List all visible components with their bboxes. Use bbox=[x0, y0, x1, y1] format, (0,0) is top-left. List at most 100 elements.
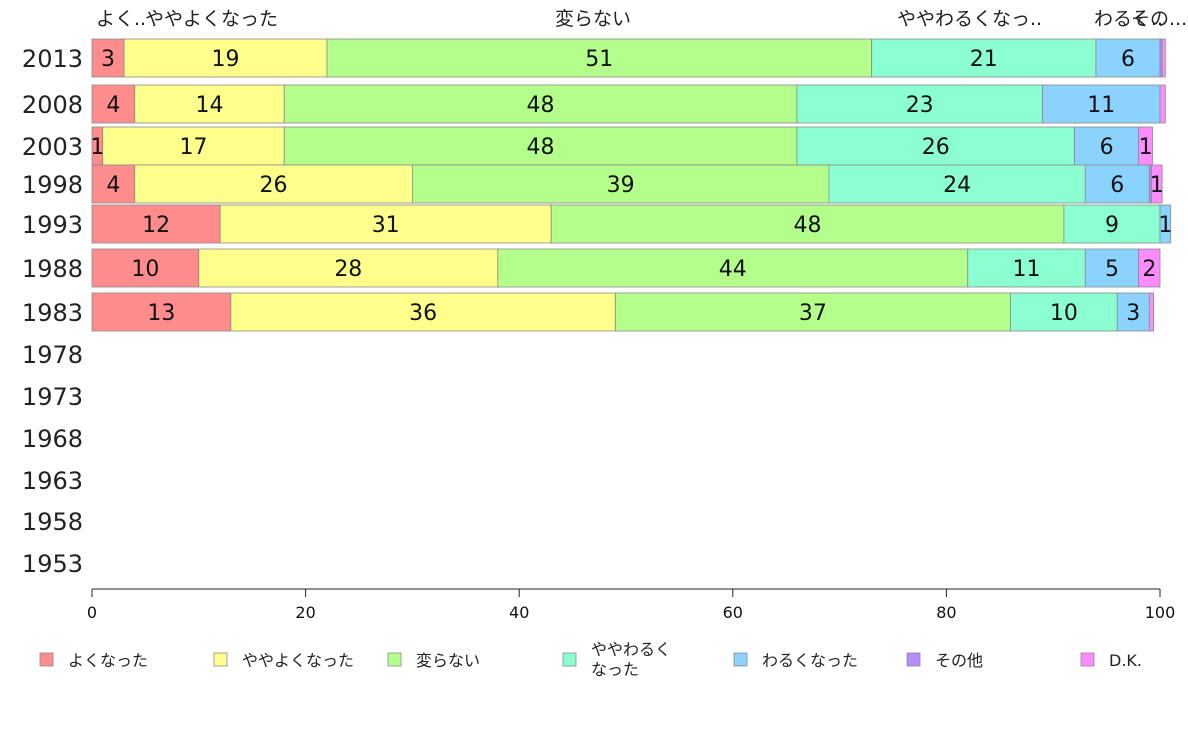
legend-label-6: D.K. bbox=[1109, 651, 1142, 670]
year-label-2008: 2008 bbox=[22, 91, 83, 119]
bar-segment-1993-s3 bbox=[1063, 204, 1161, 244]
legend-label-3: ややわるくなった bbox=[591, 640, 671, 679]
bar-segment-1998-s4 bbox=[1084, 164, 1150, 204]
data-label-1998-s3: 24 bbox=[943, 173, 971, 198]
data-label-2003-s2: 48 bbox=[527, 135, 555, 160]
data-label-2008-s3: 23 bbox=[906, 93, 934, 118]
data-label-1983-s4: 3 bbox=[1126, 301, 1140, 326]
bar-segment-2008-s6 bbox=[1159, 84, 1166, 124]
bar-segment-1988-s4 bbox=[1084, 248, 1140, 288]
x-tick-label-60: 60 bbox=[723, 603, 743, 622]
data-label-1993-s3: 9 bbox=[1105, 213, 1119, 238]
data-label-1993-s0: 12 bbox=[142, 213, 170, 238]
bar-segment-1993-s1 bbox=[219, 204, 552, 244]
data-label-1998-s2: 39 bbox=[607, 173, 635, 198]
bar-segment-2013-s6 bbox=[1161, 38, 1166, 78]
data-label-1988-s2: 44 bbox=[719, 257, 747, 282]
data-label-2013-s4: 6 bbox=[1121, 47, 1135, 72]
bar-segment-1983-s1 bbox=[230, 292, 616, 332]
column-header-1: ややよくなった bbox=[145, 8, 278, 30]
data-label-1998-s0: 4 bbox=[106, 173, 120, 198]
x-axis: 0 20 40 60 80 100 bbox=[87, 588, 1176, 622]
legend: よくなった ややよくなった 変らない ややわるくなった わるくなった その他 D.K. bbox=[39, 640, 1142, 679]
year-label-2003: 2003 bbox=[22, 133, 83, 161]
column-header-4: わるく.. bbox=[1094, 8, 1163, 30]
data-label-1993-s2: 48 bbox=[794, 213, 822, 238]
data-label-1988-s1: 28 bbox=[334, 257, 362, 282]
data-label-2008-s2: 48 bbox=[527, 93, 555, 118]
bar-segment-1998-s2 bbox=[411, 164, 830, 204]
year-label-1953: 1953 bbox=[22, 550, 83, 578]
bar-segment-2013-s1 bbox=[123, 38, 328, 78]
data-label-2013-s0: 3 bbox=[101, 47, 115, 72]
legend-swatch-6 bbox=[1080, 652, 1095, 667]
year-label-1993: 1993 bbox=[22, 211, 83, 239]
x-tick-label-20: 20 bbox=[295, 603, 315, 622]
bar-segment-2008-s3 bbox=[796, 84, 1043, 124]
bars: 3 19 51 21 64 14 48 23 111 17 48 26 6 14 26 39 24 6 112 31 4… bbox=[90, 38, 1172, 332]
data-label-2003-s3: 26 bbox=[922, 135, 950, 160]
year-label-2013: 2013 bbox=[22, 45, 83, 73]
x-tick-label-40: 40 bbox=[509, 603, 529, 622]
x-tick-label-80: 80 bbox=[936, 603, 956, 622]
year-label-1998: 1998 bbox=[22, 171, 83, 199]
legend-swatch-4 bbox=[733, 652, 748, 667]
bar-segment-1998-s3 bbox=[828, 164, 1086, 204]
data-label-2003-s4: 6 bbox=[1100, 135, 1114, 160]
bar-segment-1993-s2 bbox=[550, 204, 1065, 244]
data-label-2013-s3: 21 bbox=[970, 47, 998, 72]
data-label-2013-s2: 51 bbox=[585, 47, 613, 72]
legend-swatch-0 bbox=[39, 652, 54, 667]
bar-segment-1988-s2 bbox=[497, 248, 969, 288]
legend-label-0: よくなった bbox=[68, 651, 148, 670]
legend-swatch-2 bbox=[387, 652, 402, 667]
bar-segment-2008-s1 bbox=[134, 84, 285, 124]
bar-segment-1988-s1 bbox=[198, 248, 499, 288]
bar-segment-2008-s2 bbox=[283, 84, 798, 124]
data-label-1983-s1: 36 bbox=[409, 301, 437, 326]
column-header-labels: よく..ややよくなった 変らない ややわるくなっ.. わるく..その... bbox=[96, 8, 1187, 30]
legend-swatch-5 bbox=[906, 652, 921, 667]
bar-segment-1988-s6 bbox=[1138, 248, 1161, 288]
data-label-1993-s4: 1 bbox=[1158, 213, 1172, 238]
bar-segment-2003-s3 bbox=[796, 126, 1075, 166]
data-label-1983-s2: 37 bbox=[799, 301, 827, 326]
data-label-1993-s1: 31 bbox=[372, 213, 400, 238]
column-header-5: その... bbox=[1131, 8, 1187, 30]
data-label-1988-s4: 5 bbox=[1105, 257, 1119, 282]
column-header-2: 変らない bbox=[555, 8, 631, 30]
bar-segment-1983-s6 bbox=[1148, 292, 1154, 332]
year-label-1973: 1973 bbox=[22, 383, 83, 411]
data-label-2003-s0: 1 bbox=[90, 135, 104, 160]
legend-label-5: その他 bbox=[935, 651, 983, 670]
data-label-2008-s0: 4 bbox=[106, 93, 120, 118]
data-label-1988-s6: 2 bbox=[1142, 257, 1156, 282]
year-label-1983: 1983 bbox=[22, 299, 83, 327]
data-label-1988-s0: 10 bbox=[131, 257, 159, 282]
bar-segment-1983-s3 bbox=[1010, 292, 1118, 332]
year-label-1978: 1978 bbox=[22, 341, 83, 369]
bar-segment-1998-s1 bbox=[134, 164, 413, 204]
x-tick-label-100: 100 bbox=[1145, 603, 1176, 622]
bar-segment-2008-s0 bbox=[91, 84, 136, 124]
legend-swatch-1 bbox=[213, 652, 228, 667]
data-label-1988-s3: 11 bbox=[1013, 257, 1041, 282]
year-label-1963: 1963 bbox=[22, 467, 83, 495]
column-header-3: ややわるくなっ.. bbox=[897, 8, 1042, 30]
x-tick-label-0: 0 bbox=[87, 603, 97, 622]
bar-segment-2013-s4 bbox=[1095, 38, 1161, 78]
legend-label-4: わるくなった bbox=[762, 651, 858, 670]
bar-segment-2003-s1 bbox=[102, 126, 285, 166]
data-label-2008-s1: 14 bbox=[195, 93, 223, 118]
data-label-2003-s1: 17 bbox=[179, 135, 207, 160]
year-label-1958: 1958 bbox=[22, 508, 83, 536]
legend-label-1: ややよくなった bbox=[242, 651, 354, 670]
bar-segment-1993-s0 bbox=[91, 204, 221, 244]
data-label-2013-s1: 19 bbox=[212, 47, 240, 72]
column-header-0: よく.. bbox=[96, 8, 146, 30]
data-label-1998-s6: 1 bbox=[1150, 173, 1164, 198]
legend-swatch-3 bbox=[562, 652, 577, 667]
data-label-1998-s1: 26 bbox=[260, 173, 288, 198]
data-label-2008-s4: 11 bbox=[1087, 93, 1115, 118]
